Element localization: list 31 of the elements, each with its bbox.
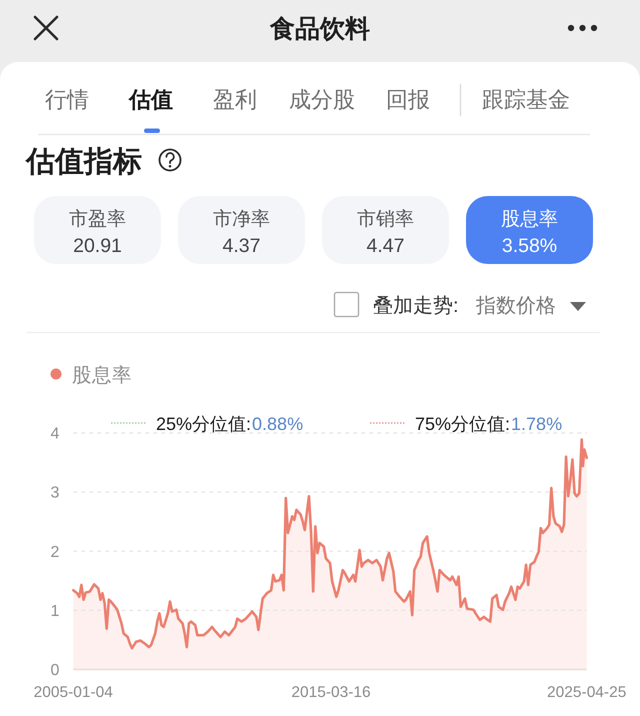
y-tick-label: 0 (50, 662, 60, 679)
legend-label: 股息率 (72, 364, 132, 386)
text: 估值 (128, 87, 173, 112)
text: 盈利 (213, 87, 257, 112)
text: 市销率 (357, 208, 414, 230)
text: 3.58% (502, 235, 558, 257)
text: 食品饮料 (269, 15, 370, 43)
y-tick-label: 4 (50, 426, 60, 442)
text: 20.91 (73, 235, 122, 257)
text: 市净率 (213, 208, 270, 230)
y-tick-label: 3 (50, 484, 60, 502)
text: 指数价格 (475, 295, 556, 317)
text: 跟踪基金 (482, 87, 570, 112)
text: 股息率 (501, 208, 558, 230)
annotation: 0.88% (252, 414, 304, 434)
text: 估值指标 (24, 146, 142, 178)
annotation: 1.78% (511, 414, 562, 434)
x-tick-label: 2005-01-04 (34, 684, 114, 701)
text: 成分股 (289, 87, 355, 112)
text: 市盈率 (69, 208, 126, 230)
x-tick-label: 2015-03-16 (291, 684, 371, 701)
text: 行情 (45, 87, 89, 112)
text: 4.47 (366, 235, 404, 257)
annotation: 75%分位值: (415, 414, 510, 434)
y-tick-label: 1 (50, 602, 60, 620)
text: 叠加走势: (373, 295, 459, 317)
text: 回报 (386, 87, 430, 112)
y-tick-label: 2 (50, 544, 60, 561)
x-tick-label: 2025-04-25 (547, 684, 626, 701)
annotation: 25%分位值: (156, 414, 252, 434)
text: 4.37 (222, 235, 260, 257)
